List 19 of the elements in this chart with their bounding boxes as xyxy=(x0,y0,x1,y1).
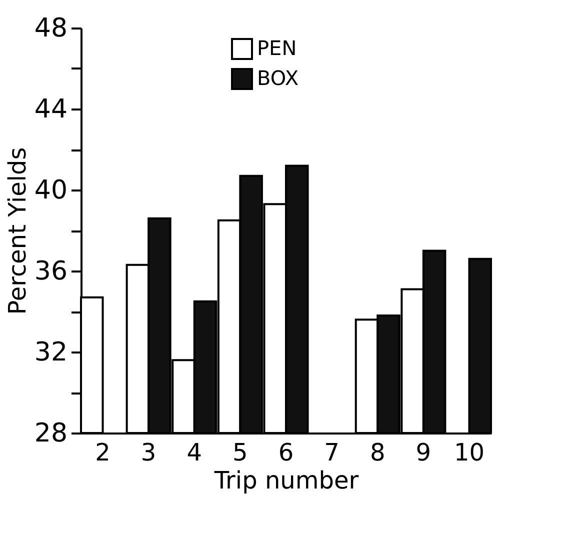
legend-label: PEN xyxy=(257,36,297,60)
y-tick-label: 32 xyxy=(34,338,68,368)
y-tick-label: 40 xyxy=(34,176,68,206)
x-tick-label: 6 xyxy=(278,438,294,466)
x-tick-label: 2 xyxy=(95,438,110,466)
y-tick-label: 36 xyxy=(34,256,68,286)
legend-label: BOX xyxy=(257,66,299,90)
x-tick-label: 7 xyxy=(324,438,340,466)
y-axis-title: Percent Yields xyxy=(3,147,32,315)
y-tick-label: 48 xyxy=(34,14,68,44)
x-tick-label: 3 xyxy=(140,438,156,466)
x-tick-label: 10 xyxy=(454,438,485,466)
x-tick-label: 4 xyxy=(186,438,202,466)
x-tick-label: 9 xyxy=(416,438,432,466)
y-tick-label: 44 xyxy=(34,94,68,124)
y-tick-label: 28 xyxy=(34,418,68,448)
x-axis-title: Trip number xyxy=(213,466,359,494)
x-tick-label: 5 xyxy=(232,438,248,466)
x-tick-label: 8 xyxy=(370,438,386,466)
